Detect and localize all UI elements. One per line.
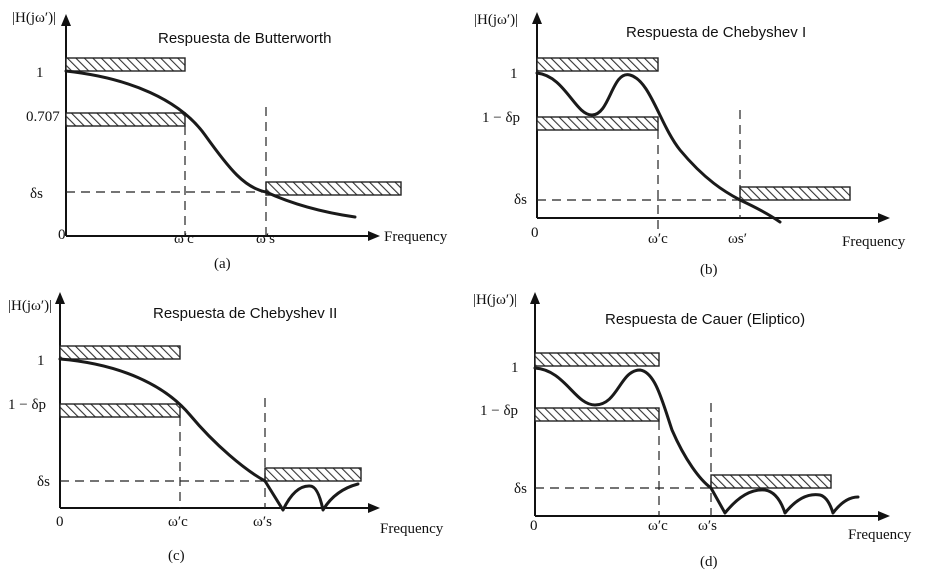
y-axis-label: |H(jω′)| — [473, 292, 517, 308]
tick-label-wc: ω′c — [168, 514, 188, 530]
x-axis-label: Frequency — [384, 229, 448, 245]
tick-label-ws: ωs′ — [728, 231, 747, 247]
tick-label-passband: 0.707 — [26, 109, 60, 125]
tick-label-one: 1 — [37, 353, 45, 369]
tick-label-ws: ω′s — [698, 518, 717, 534]
passband-upper-hatch — [65, 57, 186, 72]
tick-label-stopband: δs — [37, 474, 50, 490]
tick-label-one: 1 — [510, 66, 518, 82]
x-axis-arrow-icon — [878, 213, 890, 223]
origin-label: 0 — [56, 514, 64, 530]
panel-caption: (c) — [168, 548, 185, 564]
passband-lower-hatch — [536, 116, 659, 131]
origin-label: 0 — [58, 227, 66, 243]
x-axis-arrow-icon — [878, 511, 890, 521]
x-axis-label: Frequency — [848, 527, 912, 543]
panel-caption: (b) — [700, 262, 718, 278]
y-axis-arrow-icon — [55, 292, 65, 304]
origin-label: 0 — [531, 225, 539, 241]
tick-label-stopband: δs — [514, 192, 527, 208]
y-axis-arrow-icon — [532, 12, 542, 24]
panel-cauer-eliptico: |H(jω′)| Respuesta de Cauer (Eliptico) 1… — [473, 292, 912, 570]
passband-lower-hatch — [534, 407, 660, 422]
panel-caption: (d) — [700, 554, 718, 570]
y-axis-label: |H(jω′)| — [8, 298, 52, 314]
magnitude-curve — [535, 71, 782, 224]
y-axis-label: |H(jω′)| — [12, 10, 56, 26]
passband-lower-hatch — [59, 403, 181, 418]
x-axis-arrow-icon — [368, 503, 380, 513]
tick-label-stopband: δs — [514, 481, 527, 497]
stopband-hatch — [265, 181, 402, 196]
stopband-hatch — [710, 474, 832, 489]
x-axis-label: Frequency — [842, 234, 906, 250]
panel-title: Respuesta de Chebyshev II — [153, 305, 337, 322]
x-axis-label: Frequency — [380, 521, 444, 537]
stopband-hatch — [739, 186, 851, 201]
tick-label-stopband: δs — [30, 186, 43, 202]
passband-upper-hatch — [536, 57, 659, 72]
passband-lower-hatch — [65, 112, 186, 127]
panel-title: Respuesta de Butterworth — [158, 30, 331, 47]
y-axis-arrow-icon — [530, 292, 540, 304]
tick-label-passband: 1 − δp — [8, 397, 46, 413]
x-axis-arrow-icon — [368, 231, 380, 241]
panel-chebyshev-2: |H(jω′)| Respuesta de Chebyshev II 1 1 −… — [8, 292, 444, 564]
passband-upper-hatch — [534, 352, 660, 367]
y-axis-label: |H(jω′)| — [474, 12, 518, 28]
tick-label-wc: ω′c — [174, 231, 194, 247]
panel-title: Respuesta de Chebyshev I — [626, 24, 806, 41]
origin-label: 0 — [530, 518, 538, 534]
magnitude-curve — [64, 69, 357, 219]
panel-chebyshev-1: |H(jω′)| Respuesta de Chebyshev I 1 1 − … — [474, 12, 906, 278]
tick-label-one: 1 — [511, 360, 519, 376]
tick-label-ws: ω′s — [253, 514, 272, 530]
stopband-hatch — [264, 467, 362, 482]
tick-label-wc: ω′c — [648, 231, 668, 247]
tick-label-passband: 1 − δp — [482, 110, 520, 126]
tick-label-one: 1 — [36, 65, 44, 81]
magnitude-curve — [58, 357, 360, 512]
y-axis-arrow-icon — [61, 14, 71, 26]
panel-butterworth: |H(jω′)| Respuesta de Butterworth 1 0.70… — [12, 10, 448, 272]
tick-label-wc: ω′c — [648, 518, 668, 534]
tick-label-passband: 1 − δp — [480, 403, 518, 419]
passband-upper-hatch — [59, 345, 181, 360]
panel-caption: (a) — [214, 256, 231, 272]
tick-label-ws: ω′s — [256, 231, 275, 247]
magnitude-curve — [533, 366, 860, 515]
panel-title: Respuesta de Cauer (Eliptico) — [605, 311, 805, 328]
